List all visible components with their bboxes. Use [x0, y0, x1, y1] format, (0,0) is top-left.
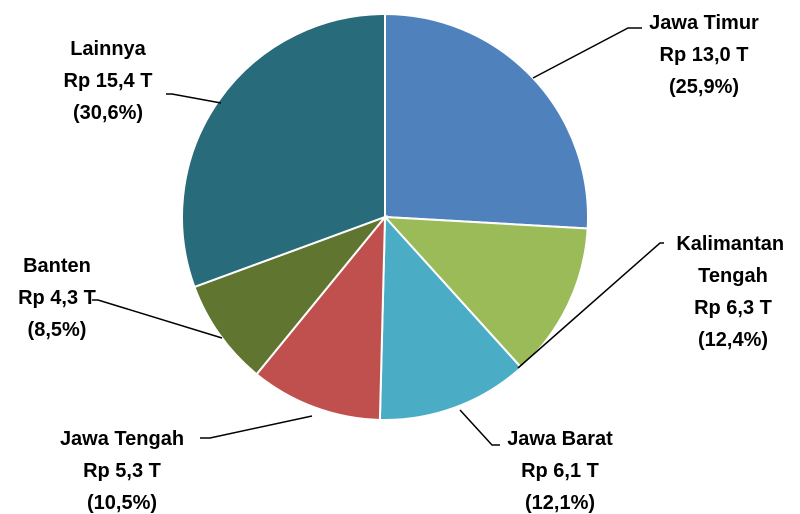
- slice-percent-banten: (8,5%): [28, 319, 87, 341]
- leader-line-jawa-timur: [532, 27, 642, 79]
- leader-line-banten: [92, 299, 223, 339]
- leader-line-kalimantan-tengah: [517, 242, 664, 369]
- slice-label-kalimantan-tengah: Kalimantan Tengah: [676, 233, 789, 287]
- slice-value-banten: Rp 4,3 T: [18, 287, 96, 309]
- slice-value-lainnya: Rp 15,4 T: [64, 70, 153, 92]
- leader-line-jawa-tengah: [200, 415, 313, 439]
- slice-percent-jawa-timur: (25,9%): [669, 76, 739, 98]
- leader-line-jawa-barat: [459, 409, 500, 446]
- pie-slice-kalimantan-tengah: [382, 215, 589, 369]
- slice-percent-kalimantan-tengah: (12,4%): [698, 329, 768, 351]
- slice-percent-lainnya: (30,6%): [73, 102, 143, 124]
- slice-label-banten: Banten: [23, 255, 91, 277]
- slice-label-jawa-barat: Jawa Barat: [507, 428, 613, 450]
- leader-line-lainnya: [166, 93, 222, 104]
- slice-value-jawa-timur: Rp 13,0 T: [660, 44, 749, 66]
- slice-value-kalimantan-tengah: Rp 6,3 T: [694, 297, 772, 319]
- slice-percent-jawa-barat: (12,1%): [525, 492, 595, 514]
- slice-label-jawa-tengah: Jawa Tengah: [60, 428, 184, 450]
- pie-slices: [181, 12, 590, 421]
- pie-slice-jawa-timur: [384, 12, 590, 230]
- slice-value-jawa-tengah: Rp 5,3 T: [83, 460, 161, 482]
- slice-percent-jawa-tengah: (10,5%): [87, 492, 157, 514]
- slice-value-jawa-barat: Rp 6,1 T: [521, 460, 599, 482]
- pie-slice-jawa-barat: [378, 214, 523, 421]
- pie-slice-jawa-tengah: [255, 214, 387, 421]
- slice-label-jawa-timur: Jawa Timur: [649, 12, 759, 34]
- slice-label-lainnya: Lainnya: [70, 38, 146, 60]
- pie-slice-banten: [193, 214, 389, 376]
- leader-lines: [92, 27, 664, 446]
- pie-slice-lainnya: [181, 12, 386, 289]
